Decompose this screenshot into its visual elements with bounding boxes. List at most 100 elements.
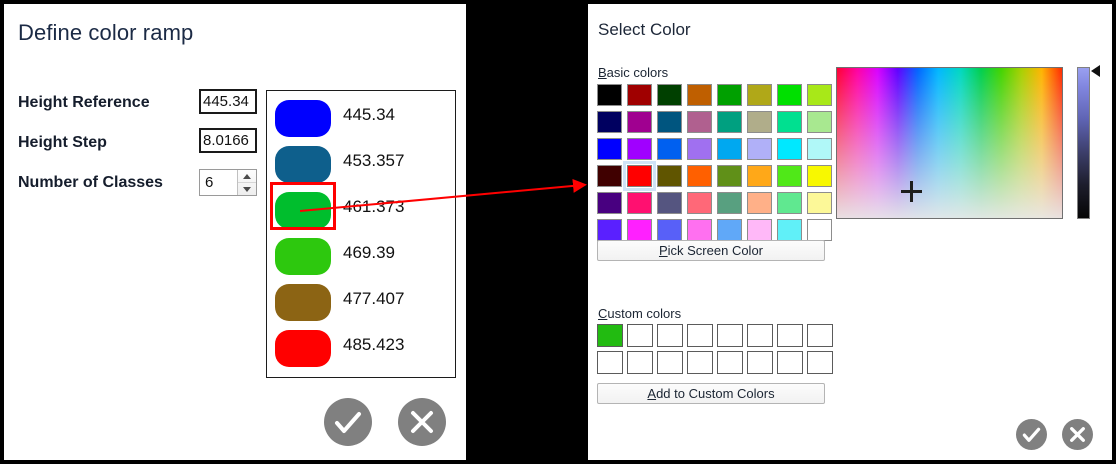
basic-color-swatch[interactable] bbox=[687, 84, 712, 106]
custom-color-swatch[interactable] bbox=[657, 351, 683, 374]
basic-color-swatch[interactable] bbox=[807, 138, 832, 160]
basic-color-swatch[interactable] bbox=[597, 138, 622, 160]
basic-color-swatch[interactable] bbox=[657, 165, 682, 187]
basic-color-swatch[interactable] bbox=[657, 138, 682, 160]
basic-color-swatch[interactable] bbox=[747, 138, 772, 160]
color-cancel-button[interactable] bbox=[1062, 419, 1093, 450]
custom-colors-grid[interactable] bbox=[597, 324, 835, 376]
custom-color-swatch[interactable] bbox=[717, 351, 743, 374]
custom-color-swatch[interactable] bbox=[807, 351, 833, 374]
value-slider-handle-icon[interactable] bbox=[1091, 65, 1100, 77]
basic-color-swatch[interactable] bbox=[747, 219, 772, 241]
basic-color-swatch[interactable] bbox=[597, 165, 622, 187]
basic-color-swatch[interactable] bbox=[777, 84, 802, 106]
basic-color-swatch[interactable] bbox=[717, 84, 742, 106]
number-of-classes-stepper[interactable]: 6 bbox=[199, 169, 257, 196]
basic-color-swatch[interactable] bbox=[807, 219, 832, 241]
basic-color-swatch[interactable] bbox=[687, 219, 712, 241]
basic-color-swatch[interactable] bbox=[657, 192, 682, 214]
ramp-list-item[interactable]: 469.39 bbox=[275, 235, 455, 277]
basic-color-swatch[interactable] bbox=[717, 192, 742, 214]
basic-color-swatch[interactable] bbox=[807, 84, 832, 106]
basic-color-swatch[interactable] bbox=[623, 161, 656, 191]
stepper-down-button[interactable] bbox=[238, 183, 256, 195]
basic-color-swatch[interactable] bbox=[687, 165, 712, 187]
basic-color-swatch[interactable] bbox=[627, 192, 652, 214]
custom-color-swatch[interactable] bbox=[627, 351, 653, 374]
basic-color-swatch[interactable] bbox=[597, 84, 622, 106]
ramp-color-swatch[interactable] bbox=[275, 238, 331, 275]
basic-color-swatch[interactable] bbox=[747, 111, 772, 133]
basic-color-swatch[interactable] bbox=[807, 192, 832, 214]
ramp-color-swatch[interactable] bbox=[275, 192, 331, 229]
custom-color-swatch[interactable] bbox=[687, 324, 713, 347]
basic-color-swatch[interactable] bbox=[597, 192, 622, 214]
ramp-value-label: 469.39 bbox=[343, 243, 395, 262]
close-icon bbox=[1070, 427, 1085, 442]
basic-color-swatch[interactable] bbox=[627, 219, 652, 241]
basic-color-swatch[interactable] bbox=[627, 84, 652, 106]
stepper-up-button[interactable] bbox=[238, 170, 256, 183]
basic-color-swatch[interactable] bbox=[807, 111, 832, 133]
ramp-list-item[interactable]: 453.357 bbox=[275, 143, 455, 185]
basic-color-swatch[interactable] bbox=[717, 219, 742, 241]
ramp-list-item[interactable]: 445.34 bbox=[275, 97, 455, 139]
basic-color-swatch[interactable] bbox=[657, 219, 682, 241]
ramp-list-item[interactable]: 477.407 bbox=[275, 281, 455, 323]
custom-color-swatch[interactable] bbox=[627, 324, 653, 347]
basic-color-swatch[interactable] bbox=[807, 165, 832, 187]
basic-color-swatch[interactable] bbox=[717, 165, 742, 187]
ramp-color-swatch[interactable] bbox=[275, 330, 331, 367]
basic-color-swatch[interactable] bbox=[597, 111, 622, 133]
custom-color-swatch[interactable] bbox=[687, 351, 713, 374]
basic-color-swatch[interactable] bbox=[777, 192, 802, 214]
custom-color-swatch[interactable] bbox=[597, 324, 623, 347]
color-ramp-list[interactable]: 445.34 453.357 461.373 469.39 477.407 485.423 bbox=[266, 90, 456, 378]
basic-color-swatch[interactable] bbox=[687, 138, 712, 160]
custom-color-swatch[interactable] bbox=[657, 324, 683, 347]
color-ok-button[interactable] bbox=[1016, 419, 1047, 450]
custom-color-swatch[interactable] bbox=[597, 351, 623, 374]
basic-color-swatch[interactable] bbox=[627, 111, 652, 133]
ramp-value-label: 485.423 bbox=[343, 335, 405, 354]
custom-color-swatch[interactable] bbox=[807, 324, 833, 347]
custom-color-swatch[interactable] bbox=[747, 351, 773, 374]
basic-color-swatch[interactable] bbox=[747, 165, 772, 187]
custom-color-swatch[interactable] bbox=[777, 324, 803, 347]
basic-color-swatch[interactable] bbox=[777, 138, 802, 160]
value-slider[interactable] bbox=[1077, 67, 1090, 219]
basic-color-swatch[interactable] bbox=[777, 111, 802, 133]
basic-color-swatch[interactable] bbox=[657, 84, 682, 106]
basic-color-swatch[interactable] bbox=[687, 192, 712, 214]
basic-color-swatch[interactable] bbox=[777, 219, 802, 241]
basic-colors-grid[interactable] bbox=[597, 84, 834, 243]
ramp-color-swatch[interactable] bbox=[275, 284, 331, 321]
ramp-color-swatch[interactable] bbox=[275, 146, 331, 183]
ramp-color-swatch[interactable] bbox=[275, 100, 331, 137]
stepper-buttons[interactable] bbox=[237, 170, 256, 195]
basic-color-swatch[interactable] bbox=[687, 111, 712, 133]
basic-color-swatch[interactable] bbox=[747, 84, 772, 106]
custom-color-swatch[interactable] bbox=[747, 324, 773, 347]
basic-color-swatch[interactable] bbox=[717, 111, 742, 133]
basic-color-swatch[interactable] bbox=[747, 192, 772, 214]
basic-color-swatch[interactable] bbox=[627, 138, 652, 160]
saturation-value-picker[interactable] bbox=[836, 67, 1063, 219]
basic-color-swatch[interactable] bbox=[717, 138, 742, 160]
custom-color-swatch[interactable] bbox=[777, 351, 803, 374]
basic-color-swatch[interactable] bbox=[777, 165, 802, 187]
ramp-cancel-button[interactable] bbox=[398, 398, 446, 446]
ramp-list-item[interactable]: 461.373 bbox=[275, 189, 455, 231]
custom-color-swatch[interactable] bbox=[717, 324, 743, 347]
height-reference-input[interactable]: 445.34 bbox=[199, 89, 257, 114]
basic-color-swatch[interactable] bbox=[657, 111, 682, 133]
number-of-classes-value[interactable]: 6 bbox=[205, 174, 214, 191]
height-step-input[interactable]: 8.0166 bbox=[199, 128, 257, 153]
ramp-ok-button[interactable] bbox=[324, 398, 372, 446]
ramp-list-item[interactable]: 485.423 bbox=[275, 327, 455, 369]
ramp-value-label: 453.357 bbox=[343, 151, 405, 170]
basic-color-swatch[interactable] bbox=[597, 219, 622, 241]
